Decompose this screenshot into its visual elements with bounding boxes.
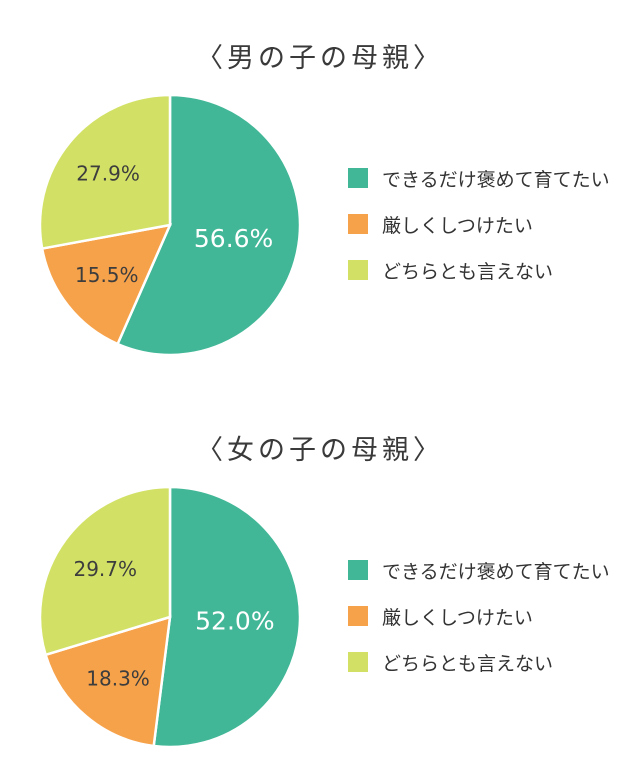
legend-item-strict: 厳しくしつけたい — [348, 212, 610, 237]
legend-item-neither: どちらとも言えない — [348, 650, 610, 675]
pie-slice-strict — [40, 223, 173, 346]
legend-swatch-strict — [348, 214, 368, 234]
data-label-strict: 18.3% — [86, 667, 150, 691]
data-label-neither: 29.7% — [73, 557, 137, 581]
legend-label: どちらとも言えない — [382, 652, 554, 675]
legend-item-neither: どちらとも言えない — [348, 258, 610, 283]
pie-chart: 56.6% 15.5% 27.9% — [38, 93, 302, 357]
data-label-strict: 15.5% — [75, 263, 139, 287]
legend-label: できるだけ褒めて育てたい — [382, 560, 610, 583]
legend-label: どちらとも言えない — [382, 260, 554, 283]
legend-item-praise: できるだけ褒めて育てたい — [348, 166, 610, 191]
legend-label: 厳しくしつけたい — [382, 606, 533, 629]
chart-panel-boys-mothers: 〈男の子の母親〉 56.6% 15.5% 27.9% できるだけ褒めて育てたい 厳し… — [0, 0, 640, 390]
legend-swatch-neither — [348, 260, 368, 280]
legend-label: 厳しくしつけたい — [382, 214, 533, 237]
pie-slice-praise — [115, 93, 302, 357]
pie-slice-neither — [38, 93, 172, 251]
pie-slice-strict — [44, 615, 172, 748]
legend-label: できるだけ褒めて育てたい — [382, 168, 610, 191]
legend-swatch-praise — [348, 168, 368, 188]
pie-slice-praise — [152, 485, 302, 749]
chart-title: 〈女の子の母親〉 — [196, 435, 444, 466]
pie-chart: 52.0% 18.3% 29.7% — [38, 485, 302, 749]
legend-item-praise: できるだけ褒めて育てたい — [348, 558, 610, 583]
data-label-praise: 52.0% — [195, 607, 274, 636]
chart-title: 〈男の子の母親〉 — [196, 43, 444, 74]
chart-legend: できるだけ褒めて育てたい 厳しくしつけたい どちらとも言えない — [348, 166, 610, 304]
data-label-neither: 27.9% — [76, 161, 140, 185]
chart-panel-girls-mothers: 〈女の子の母親〉 52.0% 18.3% 29.7% できるだけ褒めて育てたい 厳し… — [0, 392, 640, 782]
legend-swatch-strict — [348, 606, 368, 626]
legend-swatch-neither — [348, 652, 368, 672]
chart-legend: できるだけ褒めて育てたい 厳しくしつけたい どちらとも言えない — [348, 558, 610, 696]
data-label-praise: 56.6% — [194, 224, 273, 253]
pie-slice-neither — [38, 485, 172, 657]
legend-swatch-praise — [348, 560, 368, 580]
legend-item-strict: 厳しくしつけたい — [348, 604, 610, 629]
